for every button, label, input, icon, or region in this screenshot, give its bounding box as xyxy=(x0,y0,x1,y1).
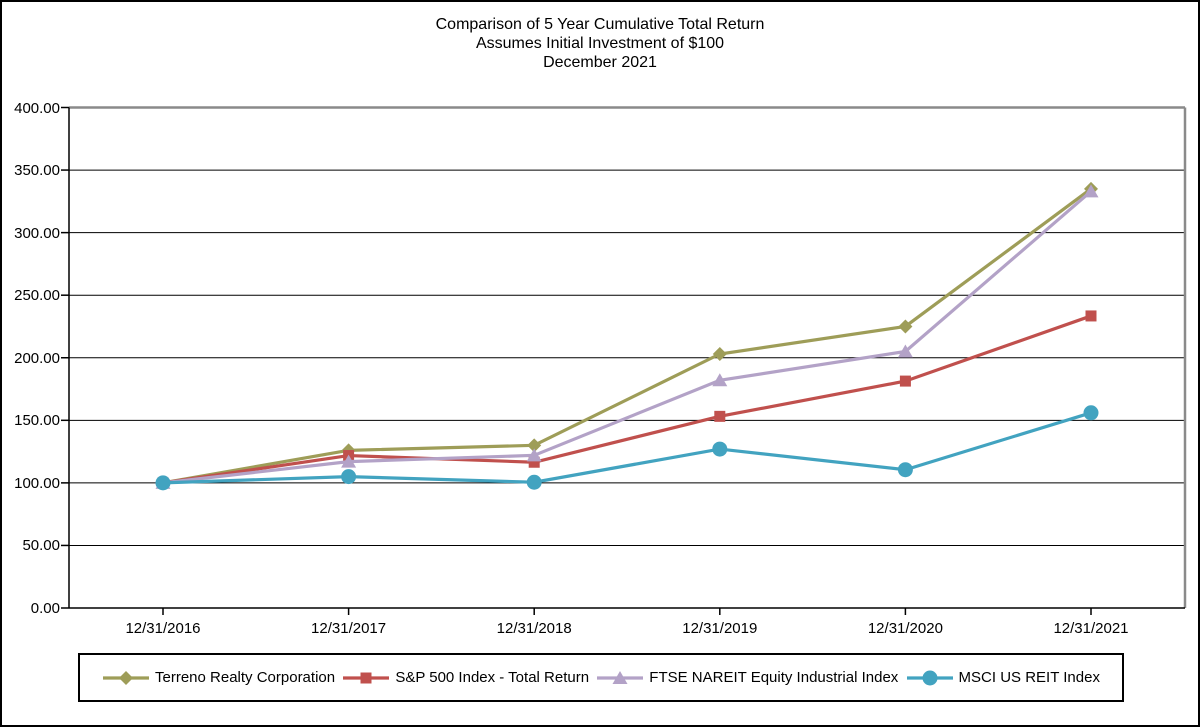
x-tick-label: 12/31/2020 xyxy=(867,620,943,637)
legend-label: MSCI US REIT Index xyxy=(958,669,1100,686)
square-marker xyxy=(528,456,540,468)
legend-label: Terreno Realty Corporation xyxy=(155,669,336,686)
diamond-marker xyxy=(527,438,542,453)
legend-item: Terreno Realty Corporation xyxy=(102,669,335,686)
x-tick-label: 12/31/2018 xyxy=(496,620,572,637)
square-legend-icon xyxy=(343,672,390,683)
chart-title-line-3: December 2021 xyxy=(543,54,657,71)
chart-title-line-2: Assumes Initial Investment of $100 xyxy=(475,35,725,52)
square-marker xyxy=(714,410,726,422)
circle-marker xyxy=(341,469,357,485)
circle-marker xyxy=(155,475,171,491)
square-marker xyxy=(360,672,372,683)
circle-marker xyxy=(922,670,938,685)
legend: Terreno Realty Corporation S&P 500 Index … xyxy=(78,653,1124,702)
y-tick-label: 0.00 xyxy=(30,600,60,617)
chart-title: Comparison of 5 Year Cumulative Total Re… xyxy=(0,15,1200,72)
x-tick-label: 12/31/2016 xyxy=(125,620,201,637)
series-line xyxy=(162,411,1092,485)
legend-item: MSCI US REIT Index xyxy=(906,669,1100,686)
y-tick-label: 400.00 xyxy=(14,99,60,117)
triangle-legend-icon xyxy=(597,670,644,684)
triangle-marker xyxy=(897,344,913,358)
y-tick-label: 150.00 xyxy=(14,412,60,430)
y-tick-label: 300.00 xyxy=(14,224,60,242)
chart-title-line-1: Comparison of 5 Year Cumulative Total Re… xyxy=(435,16,765,33)
legend-item: S&P 500 Index - Total Return xyxy=(342,669,589,686)
x-tick-label: 12/31/2021 xyxy=(1053,620,1129,637)
series-line xyxy=(162,314,1092,485)
circle-marker xyxy=(1083,405,1099,421)
y-tick-label: 50.00 xyxy=(22,537,60,555)
diamond-marker xyxy=(898,319,913,334)
y-tick-label: 250.00 xyxy=(14,287,60,305)
x-tick-label: 12/31/2017 xyxy=(311,620,387,637)
y-tick-label: 100.00 xyxy=(14,474,60,492)
y-tick-label: 200.00 xyxy=(14,349,60,367)
triangle-marker xyxy=(612,670,628,684)
triangle-marker xyxy=(341,454,357,468)
y-tick-label: 350.00 xyxy=(14,162,60,180)
series-line xyxy=(162,190,1093,485)
x-tick-label: 12/31/2019 xyxy=(682,620,758,637)
circle-marker xyxy=(526,474,542,490)
triangle-marker xyxy=(712,373,728,387)
legend-item: FTSE NAREIT Equity Industrial Index xyxy=(596,669,898,686)
series-line xyxy=(162,187,1092,485)
circle-marker xyxy=(897,462,913,478)
diamond-marker xyxy=(119,670,133,685)
diamond-marker xyxy=(712,346,727,361)
diamond-legend-icon xyxy=(103,670,149,685)
triangle-marker xyxy=(1083,184,1099,198)
legend-label: S&P 500 Index - Total Return xyxy=(395,669,590,686)
square-marker xyxy=(1085,310,1097,322)
triangle-marker xyxy=(526,448,542,462)
circle-marker xyxy=(712,441,728,457)
circle-legend-icon xyxy=(906,670,953,685)
legend-label: FTSE NAREIT Equity Industrial Index xyxy=(649,669,899,686)
square-marker xyxy=(899,375,911,387)
